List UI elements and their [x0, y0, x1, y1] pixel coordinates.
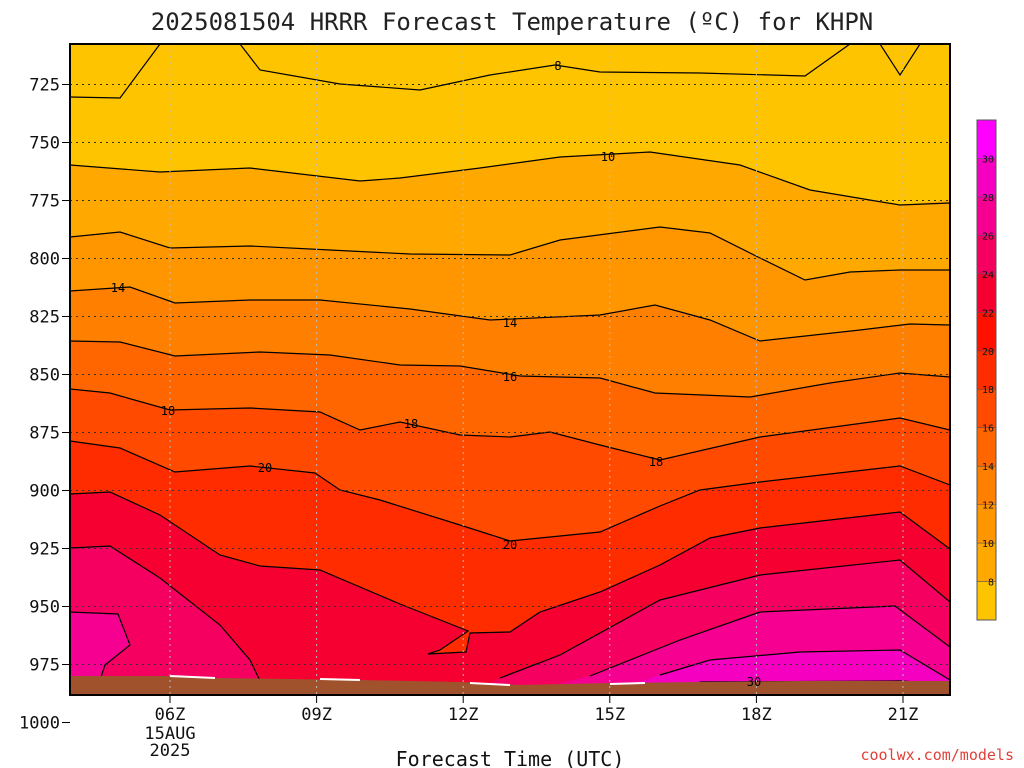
colorbar-tick-label: 12: [982, 501, 994, 512]
colorbar-tick-label: 18: [982, 385, 994, 396]
y-tick-label: 950: [29, 598, 60, 618]
isotherm-10: [70, 151, 950, 206]
colorbar-segment: [977, 120, 996, 159]
contour-lines: [70, 44, 950, 686]
colorbar-segment: [977, 427, 996, 467]
y-tick-label: 800: [29, 250, 60, 270]
y-tick-label: 925: [29, 540, 60, 560]
grid-lines: [70, 44, 950, 695]
x-sublabel-date: 15AUG: [144, 724, 195, 744]
colorbar-segment: [977, 312, 996, 352]
x-tick-label: 12Z: [448, 705, 479, 725]
contour-label: 18: [161, 404, 175, 418]
colorbar-tick-label: 28: [982, 193, 994, 204]
colorbar-segment: [977, 158, 996, 198]
y-tick-label: 775: [29, 192, 60, 212]
isotherm-14: [70, 286, 950, 342]
colorbar-segment: [977, 273, 996, 313]
x-tick-label: 18Z: [741, 705, 772, 725]
colorbar-tick-label: 30: [982, 154, 994, 165]
x-tick-label: 15Z: [594, 705, 625, 725]
colorbar-segment: [977, 504, 996, 544]
colorbar-tick-label: 16: [982, 424, 994, 435]
colorbar-tick-label: 22: [982, 308, 994, 319]
colorbar-segment: [977, 581, 996, 621]
colorbar: 8 10 12 14 16 18 20 22 24 26 28 30: [976, 119, 997, 621]
band-lt-8: [70, 44, 950, 98]
contour-label: 10: [601, 150, 615, 164]
x-tick-label: 06Z: [155, 705, 186, 725]
isotherm-18: [70, 388, 950, 461]
isotherm-12: [70, 226, 950, 281]
isotherm-26: [70, 605, 950, 681]
colorbar-tick-label: 24: [982, 270, 994, 281]
y-tick-label: 900: [29, 482, 60, 502]
colorbar-frame: [976, 119, 997, 621]
x-sublabel-year: 2025: [150, 741, 191, 761]
colorbar-segment: [977, 543, 996, 583]
contour-label: 16: [503, 370, 517, 384]
y-tick-label: 750: [29, 134, 60, 154]
colorbar-segment: [977, 389, 996, 429]
y-tick-label: 725: [29, 76, 60, 96]
x-axis-title: Forecast Time (UTC): [396, 747, 625, 768]
contour-label: 8: [554, 59, 561, 73]
isotherm-24: [70, 545, 950, 686]
y-tick-label: 825: [29, 308, 60, 328]
colorbar-segment: [977, 235, 996, 275]
colorbar-tick-label: 10: [982, 539, 994, 550]
colorbar-segment: [977, 350, 996, 390]
colorbar-segment: [977, 466, 996, 506]
chart-title: 2025081504 HRRR Forecast Temperature (ºC…: [151, 8, 873, 36]
isotherm-28: [659, 649, 950, 681]
x-tick-label: 09Z: [301, 705, 332, 725]
colorbar-tick-label: 8: [988, 578, 994, 589]
y-axis: 725 750 775 800 825 850 875 900 925 950 975 1000: [19, 76, 70, 734]
x-tick-label: 21Z: [888, 705, 919, 725]
y-tick-label: 975: [29, 656, 60, 676]
colorbar-tick-label: 20: [982, 347, 994, 358]
contour-label: 14: [503, 316, 517, 330]
contour-label: 18: [404, 417, 418, 431]
terrain-white-edges: [169, 675, 646, 686]
colorbar-tick-label: 14: [982, 462, 994, 473]
y-tick-label: 1000: [19, 714, 60, 734]
isotherm-20: [70, 440, 950, 542]
contour-label: 20: [503, 538, 517, 552]
isotherm-22: [70, 491, 950, 655]
contour-label: 18: [649, 455, 663, 469]
x-axis: 06Z 09Z 12Z 15Z 18Z 21Z: [155, 695, 919, 725]
isotherm-8: [70, 44, 921, 99]
credit-url: coolwx.com/models: [860, 746, 1014, 764]
isotherm-16: [70, 340, 950, 398]
colorbar-segment: [977, 196, 996, 236]
contour-label: 30: [747, 675, 761, 689]
contour-labels: 8 10 14 14 16 18 18 18 20 20 30: [111, 59, 761, 689]
contour-label: 14: [111, 281, 125, 295]
terrain-ground: [70, 676, 950, 695]
contour-plot-area: 8 10 14 14 16 18 18 18 20 20 30: [70, 44, 950, 695]
colorbar-tick-label: 26: [982, 231, 994, 242]
contour-label: 20: [258, 461, 272, 475]
y-tick-label: 850: [29, 366, 60, 386]
plot-frame: [69, 43, 951, 696]
y-tick-label: 875: [29, 424, 60, 444]
